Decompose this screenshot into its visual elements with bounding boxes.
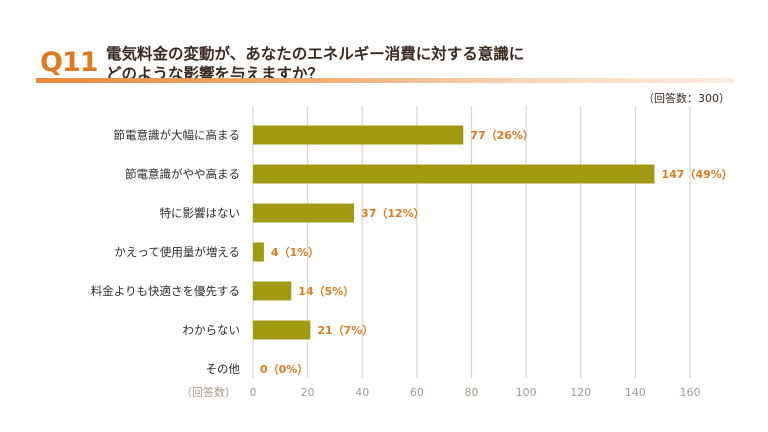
value-label: 14（5%）: [298, 285, 354, 298]
x-tick-label: 0: [250, 386, 257, 399]
value-label: 37（12%）: [361, 207, 425, 220]
bar: [253, 164, 655, 184]
bar: [253, 242, 264, 262]
title-underline: [36, 78, 734, 83]
x-tick-label: 100: [516, 386, 537, 399]
bar: [253, 125, 464, 145]
x-tick-label: 120: [570, 386, 591, 399]
category-label: 節電意識がやや高まる: [125, 167, 240, 181]
question-number: Q11: [40, 47, 99, 78]
x-tick-label: 40: [355, 386, 369, 399]
bar: [253, 320, 311, 340]
respondent-count: （回答数：300）: [643, 92, 730, 105]
category-label: かえって使用量が増える: [114, 245, 240, 259]
question-line-1: 電気料金の変動が、あなたのエネルギー消費に対する意識に: [106, 45, 525, 63]
header: Q11 電気料金の変動が、あなたのエネルギー消費に対する意識に どのような影響を…: [0, 0, 768, 90]
x-tick-label: 20: [301, 386, 315, 399]
category-label: わからない: [183, 323, 241, 337]
value-label: 4（1%）: [271, 246, 319, 259]
value-label: 21（7%）: [317, 324, 373, 337]
category-label: 節電意識が大幅に高まる: [114, 128, 241, 142]
x-tick-label: 140: [625, 386, 646, 399]
category-label: 特に影響はない: [160, 206, 241, 220]
bar: [253, 281, 292, 301]
value-label: 147（49%）: [661, 168, 732, 181]
category-label: 料金よりも快適さを優先する: [91, 284, 240, 298]
value-label: 77（26%）: [470, 129, 534, 142]
x-tick-label: 60: [410, 386, 424, 399]
x-axis-title: （回答数）: [181, 385, 236, 399]
bar: [253, 203, 355, 223]
value-label: 0（0%）: [260, 363, 308, 376]
x-tick-label: 160: [680, 386, 701, 399]
category-label: その他: [206, 362, 241, 376]
x-tick-label: 80: [465, 386, 479, 399]
